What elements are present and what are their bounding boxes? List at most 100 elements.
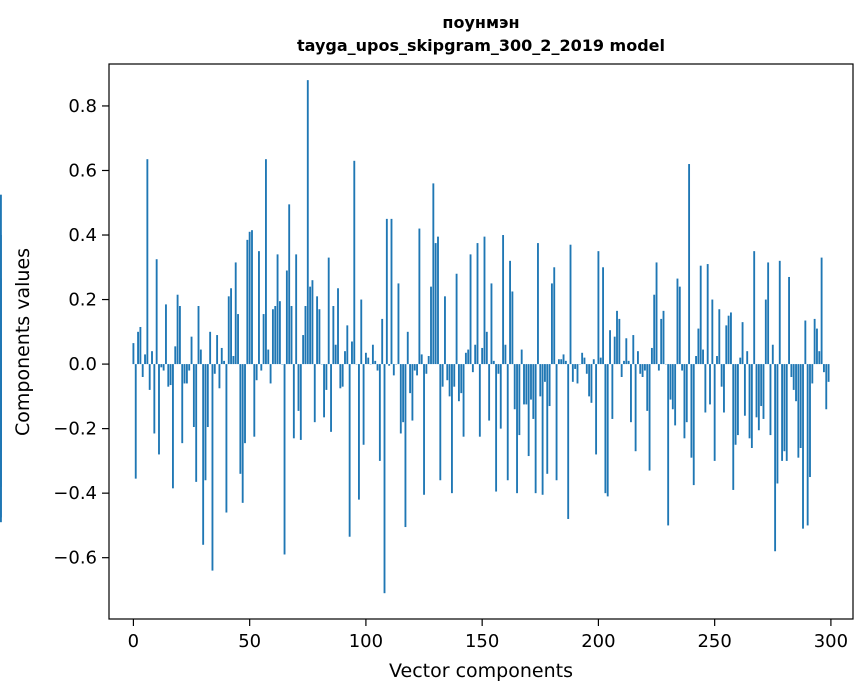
bar xyxy=(504,344,507,365)
bar xyxy=(750,364,753,448)
bar xyxy=(290,306,293,365)
bar xyxy=(571,364,574,382)
bar xyxy=(211,364,214,571)
bar xyxy=(520,349,523,365)
bar xyxy=(550,283,553,365)
bar xyxy=(174,346,177,365)
bar xyxy=(220,347,223,365)
bar xyxy=(583,357,586,365)
y-tick-label: 0.6 xyxy=(68,160,97,181)
bar xyxy=(476,243,479,365)
bar xyxy=(688,164,691,365)
bar xyxy=(511,291,514,365)
bar xyxy=(762,364,765,419)
bar xyxy=(209,331,212,365)
bar xyxy=(432,183,435,365)
bar xyxy=(183,364,186,384)
bar xyxy=(299,364,302,440)
bar xyxy=(576,364,579,384)
bar xyxy=(660,318,663,365)
bar xyxy=(295,254,298,365)
bar xyxy=(669,364,672,400)
bar xyxy=(734,364,737,445)
bar xyxy=(553,267,556,365)
y-tick-label: −0.2 xyxy=(53,419,97,440)
bar xyxy=(618,318,621,365)
bar xyxy=(648,364,651,471)
bar xyxy=(344,351,346,365)
bar xyxy=(0,364,2,452)
bar xyxy=(560,359,563,365)
y-tick-label: 0.4 xyxy=(68,225,97,246)
bar xyxy=(464,352,467,365)
y-tick-label: 0.8 xyxy=(68,96,97,117)
bar xyxy=(297,364,300,411)
bar xyxy=(681,364,684,371)
bar xyxy=(481,347,484,365)
bar xyxy=(430,286,432,365)
bar xyxy=(795,364,797,402)
bar xyxy=(548,364,551,407)
bar xyxy=(592,359,595,365)
bar xyxy=(225,364,228,513)
bar xyxy=(195,364,198,482)
bar xyxy=(525,364,528,405)
bar xyxy=(657,364,660,371)
bar xyxy=(262,314,265,365)
bar xyxy=(218,364,221,389)
bar xyxy=(685,364,688,423)
bar xyxy=(785,364,788,461)
bar xyxy=(304,306,307,365)
bar xyxy=(639,364,642,374)
bar xyxy=(309,286,312,365)
bar xyxy=(769,364,772,436)
bar xyxy=(797,364,800,458)
chart-title: поунмэн xyxy=(442,13,519,32)
bar xyxy=(269,364,272,384)
bar xyxy=(732,364,735,490)
bar xyxy=(192,364,195,428)
bar xyxy=(753,251,756,365)
bar xyxy=(451,364,453,494)
bar xyxy=(727,315,730,365)
bar xyxy=(723,364,725,413)
bar xyxy=(790,364,793,377)
bar xyxy=(595,364,598,455)
bar xyxy=(276,254,279,365)
bar xyxy=(690,364,693,458)
bar xyxy=(497,364,500,374)
bar xyxy=(446,364,449,381)
bar xyxy=(376,364,379,371)
bar xyxy=(425,364,428,374)
bar xyxy=(318,309,321,365)
bar xyxy=(641,364,644,377)
bar xyxy=(358,364,360,500)
bar xyxy=(213,364,216,374)
bar xyxy=(409,364,412,394)
bar xyxy=(716,356,718,365)
plot-frame xyxy=(108,63,854,620)
bar xyxy=(413,364,416,371)
bar xyxy=(469,254,472,365)
bar xyxy=(244,364,246,444)
bar xyxy=(816,328,818,365)
bar xyxy=(292,364,295,439)
bar xyxy=(223,360,226,365)
bar xyxy=(655,262,658,365)
bar xyxy=(132,343,135,365)
bar xyxy=(302,335,305,365)
bar xyxy=(746,351,749,365)
bar xyxy=(483,236,486,365)
bar xyxy=(364,352,367,365)
x-axis-ticks: 0 50 100 150 200 250 300 xyxy=(128,619,848,652)
bars-group xyxy=(0,80,830,594)
bar xyxy=(251,230,253,365)
bar xyxy=(267,349,270,365)
bar xyxy=(181,364,184,444)
bar xyxy=(390,218,393,365)
bar xyxy=(278,301,281,365)
bar xyxy=(597,251,600,365)
bar xyxy=(813,318,816,365)
bar xyxy=(330,364,332,432)
